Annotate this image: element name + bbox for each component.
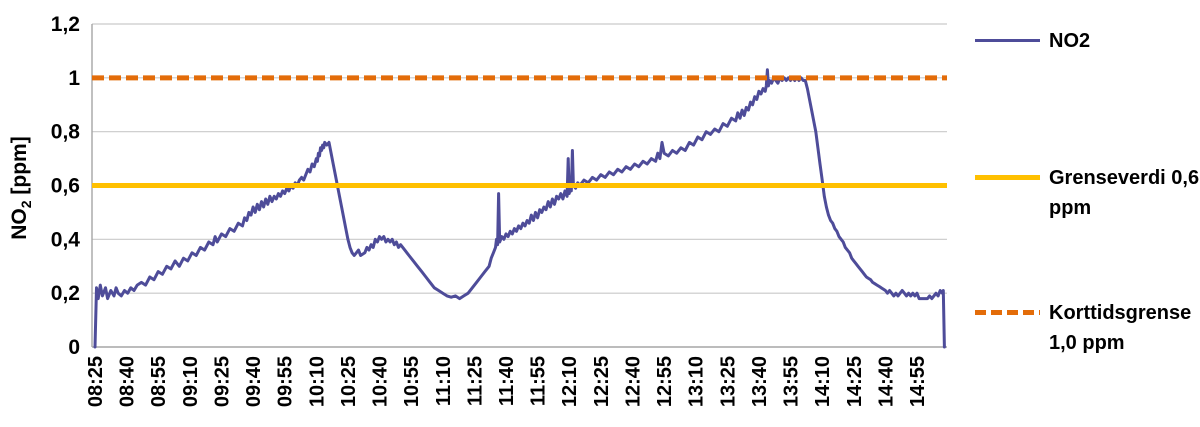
x-tick-label: 10:40 [370, 356, 392, 407]
y-axis-title: NO2 [ppm] [8, 122, 36, 254]
y-tick-label: 0,6 [51, 175, 80, 198]
legend-label-line: NO2 [1049, 30, 1091, 52]
x-tick-label: 13:55 [781, 356, 803, 407]
x-tick-label: 09:25 [211, 356, 233, 407]
y-axis-title-sub: 2 [18, 200, 35, 209]
legend-swatch-dashed-line-icon [975, 310, 1040, 315]
x-tick-label: 08:55 [148, 356, 170, 407]
x-tick-label: 10:55 [401, 356, 423, 407]
x-axis-tick-labels: 08:25 08:40 08:55 09:10 09:25 09:40 09:55 10:10… [85, 356, 929, 407]
y-tick-label: 0,4 [51, 228, 81, 251]
legend-swatch-line-icon [975, 39, 1040, 42]
x-tick-label: 11:40 [496, 356, 518, 406]
x-tick-label: 10:10 [306, 356, 328, 407]
legend-label-line: Grenseverdi 0,6 [1049, 167, 1200, 189]
y-axis-title-pre: NO [8, 208, 31, 240]
x-tick-label: 09:55 [275, 356, 297, 407]
legend-item-korttidsgrense: Korttidsgrense 1,0 ppm [975, 298, 1200, 358]
x-tick-label: 12:40 [622, 356, 644, 407]
x-tick-label: 13:40 [749, 356, 771, 407]
x-tick-label: 10:25 [338, 356, 360, 407]
x-tick-label: 11:10 [433, 356, 455, 406]
x-tick-label: 14:10 [812, 356, 834, 407]
x-tick-label: 12:10 [559, 356, 581, 407]
legend-label-line: ppm [1049, 197, 1092, 219]
x-tick-label: 11:25 [464, 356, 486, 406]
legend-label-line: Korttidsgrense [1049, 302, 1192, 324]
series-lines [93, 68, 946, 349]
y-tick-label: 0,2 [51, 282, 80, 305]
y-tick-label: 0 [68, 336, 80, 359]
y-tick-label: 1,2 [51, 13, 80, 36]
x-tick-label: 14:25 [844, 356, 866, 407]
legend-label: Korttidsgrense 1,0 ppm [1049, 298, 1191, 358]
legend-label: NO2 [1049, 26, 1090, 56]
x-tick-label: 14:40 [875, 356, 897, 407]
x-tick-label: 08:40 [117, 356, 139, 407]
x-tick-label: 13:25 [717, 356, 739, 407]
x-tick-label: 12:25 [591, 356, 613, 407]
y-tick-label: 1 [68, 67, 80, 90]
y-axis-title-post: [ppm] [8, 136, 31, 201]
x-tick-label: 11:55 [528, 356, 550, 406]
legend-label: Grenseverdi 0,6 ppm [1049, 163, 1199, 223]
no2-series-line [93, 68, 946, 349]
legend-item-no2: NO2 [975, 26, 1200, 56]
legend-label-line: 1,0 ppm [1049, 332, 1125, 354]
legend-item-grenseverdi-0-6: Grenseverdi 0,6 ppm [975, 163, 1200, 223]
legend-swatch-thick-line-icon [975, 175, 1040, 180]
y-axis-tick-labels: 0 0,2 0,4 0,6 0,8 1 1,2 [51, 13, 81, 359]
x-tick-label: 09:10 [180, 356, 202, 407]
reference-lines [92, 75, 947, 188]
x-tick-label: 13:10 [686, 356, 708, 407]
x-tick-label: 09:40 [243, 356, 265, 407]
x-tick-label: 12:55 [654, 356, 676, 407]
x-tick-label: 08:25 [85, 356, 107, 407]
y-tick-label: 0,8 [51, 121, 81, 144]
x-tick-label: 14:55 [907, 356, 929, 407]
